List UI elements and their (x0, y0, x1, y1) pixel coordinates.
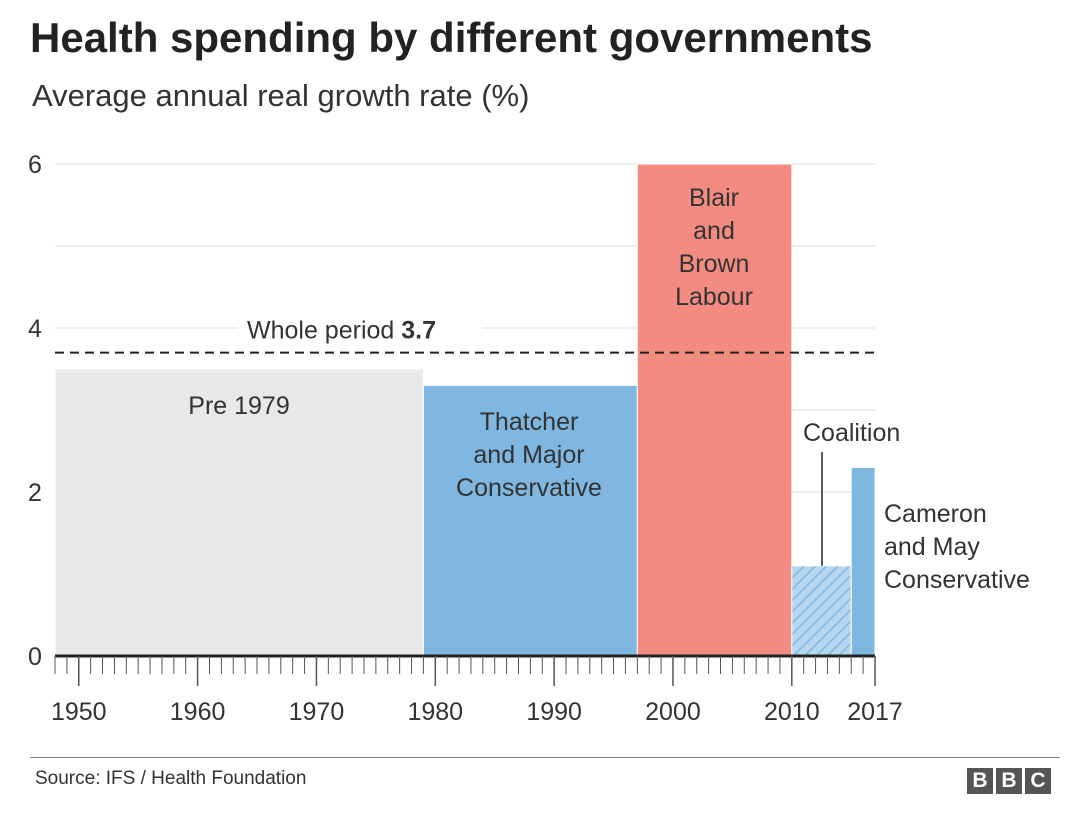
bar-label-2: Labour (675, 283, 753, 311)
y-tick-label: 4 (28, 315, 42, 343)
chart-title: Health spending by different governments (30, 14, 873, 61)
y-tick-label: 6 (28, 151, 42, 179)
bar-label-0: Pre 1979 (188, 392, 289, 420)
x-tick-label: 1970 (289, 698, 345, 726)
logo-letter-b2: B (996, 768, 1022, 794)
bar-label-1: and Major (473, 441, 584, 469)
reference-label: Whole period 3.7 (247, 317, 436, 345)
x-tick-label: 1950 (51, 698, 107, 726)
bar-2 (636, 163, 793, 657)
bar-label-2: Brown (679, 250, 750, 278)
chart-subtitle: Average annual real growth rate (%) (32, 78, 530, 113)
y-tick-label: 0 (28, 643, 42, 671)
bar-label-3: Coalition (803, 419, 900, 447)
bar-3 (791, 565, 852, 657)
bar-label-1: Conservative (456, 474, 602, 502)
bbc-logo: B B C (967, 768, 1051, 794)
x-tick-label: 2000 (645, 698, 701, 726)
y-tick-label: 2 (28, 479, 42, 507)
x-tick-label: 1960 (170, 698, 226, 726)
footer-divider (30, 757, 1060, 758)
bar-1 (422, 384, 638, 657)
x-tick-label: 2010 (764, 698, 820, 726)
x-tick-label: 1990 (526, 698, 582, 726)
source-note: Source: IFS / Health Foundation (35, 768, 307, 789)
bar-label-4: and May (884, 533, 980, 561)
reference-value: 3.7 (401, 317, 436, 345)
bar-0 (54, 368, 424, 657)
bar-label-2: and (693, 217, 735, 245)
bar-label-4: Conservative (884, 566, 1030, 594)
x-tick-label: 2017 (847, 698, 903, 726)
reference-label-bg (238, 310, 482, 347)
bar-label-4: Cameron (884, 500, 987, 528)
reference-label-text: Whole period (247, 317, 401, 345)
logo-letter-b1: B (967, 768, 993, 794)
x-tick-label: 1980 (407, 698, 463, 726)
chart: Whole period 3.7 0 2 4 6 1950 1960 1970 1980 199… (28, 151, 1030, 726)
bar-label-2: Blair (689, 184, 739, 212)
bar-label-1: Thatcher (480, 408, 579, 436)
logo-letter-c: C (1025, 768, 1051, 794)
bar-4 (850, 466, 876, 657)
